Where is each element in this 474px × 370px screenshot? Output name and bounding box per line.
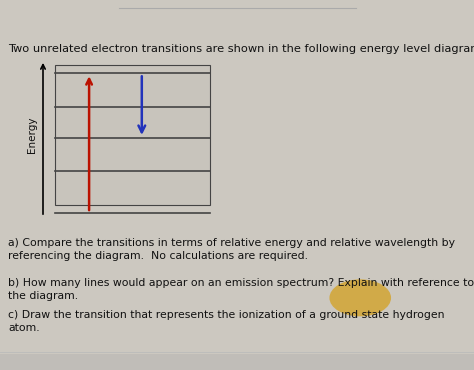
Text: Energy: Energy (27, 117, 37, 153)
Text: c) Draw the transition that represents the ionization of a ground state hydrogen: c) Draw the transition that represents t… (8, 310, 445, 333)
Ellipse shape (329, 279, 391, 316)
Bar (0, 354, 474, 370)
Text: Two unrelated electron transitions are shown in the following energy level diagr: Two unrelated electron transitions are s… (8, 44, 474, 54)
Text: b) How many lines would appear on an emission spectrum? Explain with reference t: b) How many lines would appear on an emi… (8, 278, 474, 301)
Bar (55, 65, 210, 205)
Text: a) Compare the transitions in terms of relative energy and relative wavelength b: a) Compare the transitions in terms of r… (8, 238, 455, 261)
